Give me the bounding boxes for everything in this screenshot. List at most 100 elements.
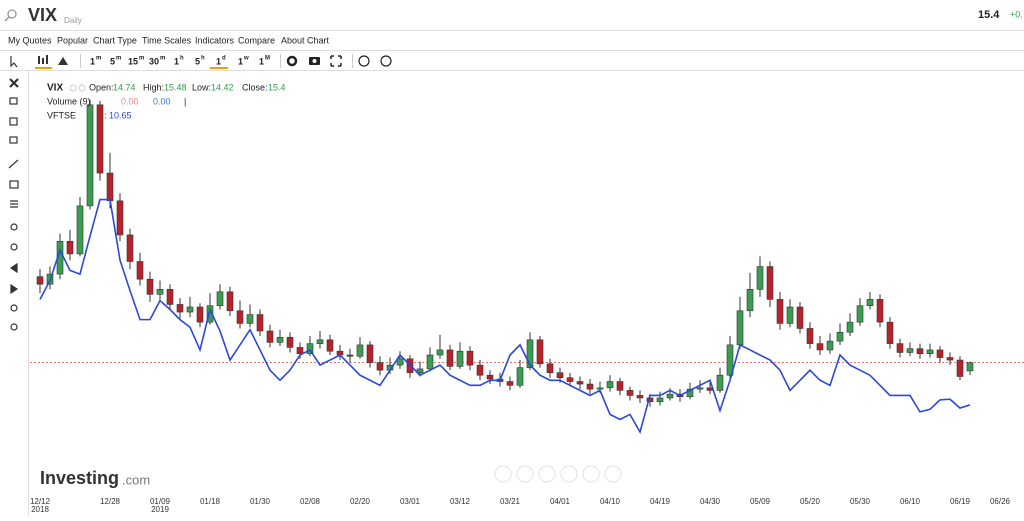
candle-body <box>346 354 354 357</box>
delete-tool[interactable] <box>9 78 19 88</box>
x-tick-label: 05/30 <box>850 497 871 506</box>
legend-value: 15.48 <box>164 82 187 92</box>
tool[interactable] <box>10 304 18 312</box>
interval-button[interactable]: 15 <box>128 56 138 66</box>
settings-icon[interactable] <box>286 55 298 67</box>
interval-button[interactable]: 1 <box>238 56 243 66</box>
interval-unit: w <box>243 56 249 62</box>
candle-body <box>446 349 454 367</box>
candle-body <box>116 200 124 236</box>
nav-button[interactable] <box>560 465 578 483</box>
tool[interactable] <box>10 223 18 231</box>
menu-item[interactable]: Indicators <box>195 35 235 45</box>
tool[interactable] <box>9 262 18 274</box>
tool[interactable] <box>10 283 19 295</box>
legend-value: 14.74 <box>113 82 136 92</box>
legend-icon[interactable] <box>69 84 77 92</box>
candle-body <box>356 344 364 357</box>
legend-value: 14.42 <box>211 82 234 92</box>
x-tick-label: 05/09 <box>750 497 771 506</box>
nav-button[interactable] <box>604 465 622 483</box>
fib-tool[interactable] <box>10 200 18 208</box>
cloud-load[interactable] <box>380 55 392 67</box>
logo-domain: .com <box>122 472 150 487</box>
candle-body <box>466 350 474 366</box>
candle-body <box>766 266 774 300</box>
candle-body <box>296 347 304 355</box>
candle-body <box>946 357 954 361</box>
candle-body <box>536 339 544 365</box>
last-price: 15.4 <box>978 9 1000 21</box>
candle-body <box>236 310 244 324</box>
candle-body <box>266 330 274 343</box>
x-year-label: 2019 <box>151 505 169 514</box>
nav-button[interactable] <box>516 465 534 483</box>
nav-button[interactable] <box>538 465 556 483</box>
candle-body <box>476 364 484 376</box>
rect-tool[interactable] <box>9 180 19 189</box>
candle-body <box>436 349 444 356</box>
candle-body <box>776 299 784 324</box>
candle-type[interactable] <box>38 56 40 64</box>
x-tick-label: 02/08 <box>300 497 321 506</box>
menu-item[interactable]: Time Scales <box>142 35 192 45</box>
legend-label: VFTSE <box>47 110 76 120</box>
menu-item[interactable]: About Chart <box>281 35 330 45</box>
x-tick-label: 06/10 <box>900 497 921 506</box>
candle-body <box>916 348 924 355</box>
interval-button[interactable]: 5 <box>195 56 200 66</box>
candle-body <box>156 288 164 295</box>
candle-body <box>576 381 584 385</box>
candle-body <box>956 359 964 377</box>
candle-body <box>36 276 44 285</box>
legend-sep: | <box>184 96 186 106</box>
candle-body <box>696 387 704 390</box>
interval-button[interactable]: 1 <box>90 56 95 66</box>
interval-button[interactable]: 1 <box>174 56 179 66</box>
search-icon[interactable] <box>7 9 17 19</box>
interval-button[interactable]: 1 <box>216 56 221 66</box>
tool[interactable] <box>10 323 18 331</box>
candle-body <box>856 305 864 323</box>
candle-body <box>716 374 724 391</box>
candle-body <box>826 340 834 351</box>
candle-body <box>166 288 174 305</box>
menu-item[interactable]: Chart Type <box>93 35 137 45</box>
tool[interactable] <box>9 97 18 105</box>
menu-item[interactable]: My Quotes <box>8 35 52 45</box>
legend-icon[interactable] <box>78 84 86 92</box>
candle-body <box>686 388 694 398</box>
legend-symbol: VIX <box>47 83 63 94</box>
camera-icon <box>312 59 317 63</box>
candle-body <box>366 344 374 363</box>
tool[interactable] <box>10 243 18 251</box>
menu-item[interactable]: Popular <box>57 35 88 45</box>
candle-body <box>566 377 574 382</box>
fullscreen-icon[interactable] <box>330 55 342 67</box>
legend-label: Open: <box>89 82 114 92</box>
nav-button[interactable] <box>494 465 512 483</box>
tool[interactable] <box>9 136 18 144</box>
candle-body <box>736 310 744 346</box>
interval-button[interactable]: 30 <box>149 56 159 66</box>
interval-button[interactable]: 5 <box>110 56 115 66</box>
price-change: +0. <box>1010 9 1023 19</box>
line-tool[interactable] <box>8 159 19 169</box>
nav-button[interactable] <box>582 465 600 483</box>
x-tick-label: 06/19 <box>950 497 971 506</box>
legend-value: 15.4 <box>268 82 286 92</box>
menu-item[interactable]: Compare <box>238 35 275 45</box>
candle-type <box>46 55 48 64</box>
candle-body <box>176 304 184 313</box>
x-tick-label: 04/10 <box>600 497 621 506</box>
tool[interactable] <box>9 117 18 126</box>
mountain-type[interactable] <box>58 57 68 65</box>
navigation <box>494 465 622 483</box>
interval-button[interactable]: 1 <box>259 56 264 66</box>
pointer-tool[interactable] <box>10 56 18 68</box>
toolbar: 1 m 5 m 15 m 30 m 1 h 5 h 1 d 1 w 1 M <box>10 54 392 69</box>
candle-type <box>42 58 44 64</box>
cloud-save[interactable] <box>358 55 370 67</box>
